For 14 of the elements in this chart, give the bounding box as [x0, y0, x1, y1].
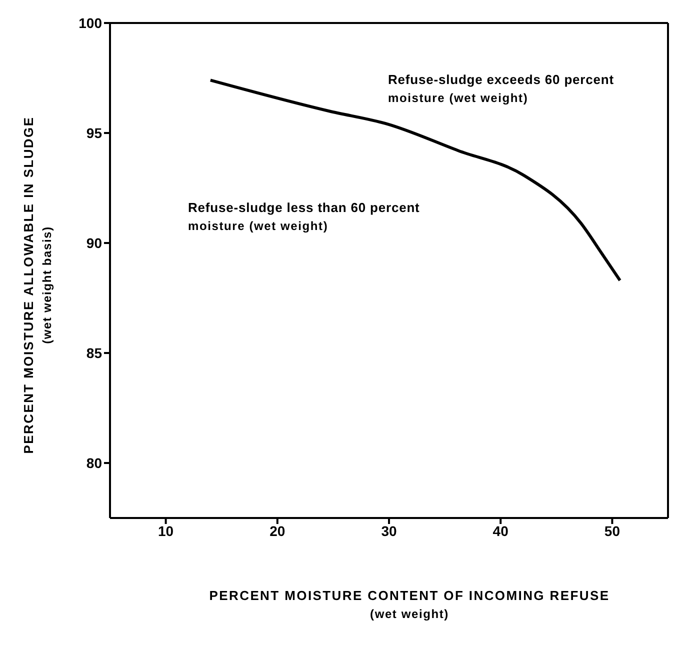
x-tick-label: 30 — [381, 522, 397, 539]
x-axis-title: PERCENT MOISTURE CONTENT OF INCOMING REFUSE (wet weight) — [209, 587, 610, 623]
annotation: Refuse-sludge less than 60 percent moisture (wet weight) — [188, 199, 420, 235]
x-tick-label: 40 — [492, 522, 509, 539]
x-tick-label: 20 — [270, 522, 286, 539]
y-tick-label: 95 — [86, 124, 102, 141]
y-tick-label: 100 — [78, 14, 102, 31]
y-tick-label: 80 — [86, 454, 102, 471]
y-tick-label: 85 — [86, 344, 102, 361]
y-tick-label: 90 — [86, 234, 102, 251]
x-tick-label: 50 — [604, 522, 620, 539]
x-tick-label: 10 — [158, 522, 174, 539]
y-axis-title: PERCENT MOISTURE ALLOWABLE IN SLUDGE (wet weight basis) — [20, 116, 55, 454]
annotation: Refuse-sludge exceeds 60 percent moisture (wet weight) — [388, 71, 614, 107]
